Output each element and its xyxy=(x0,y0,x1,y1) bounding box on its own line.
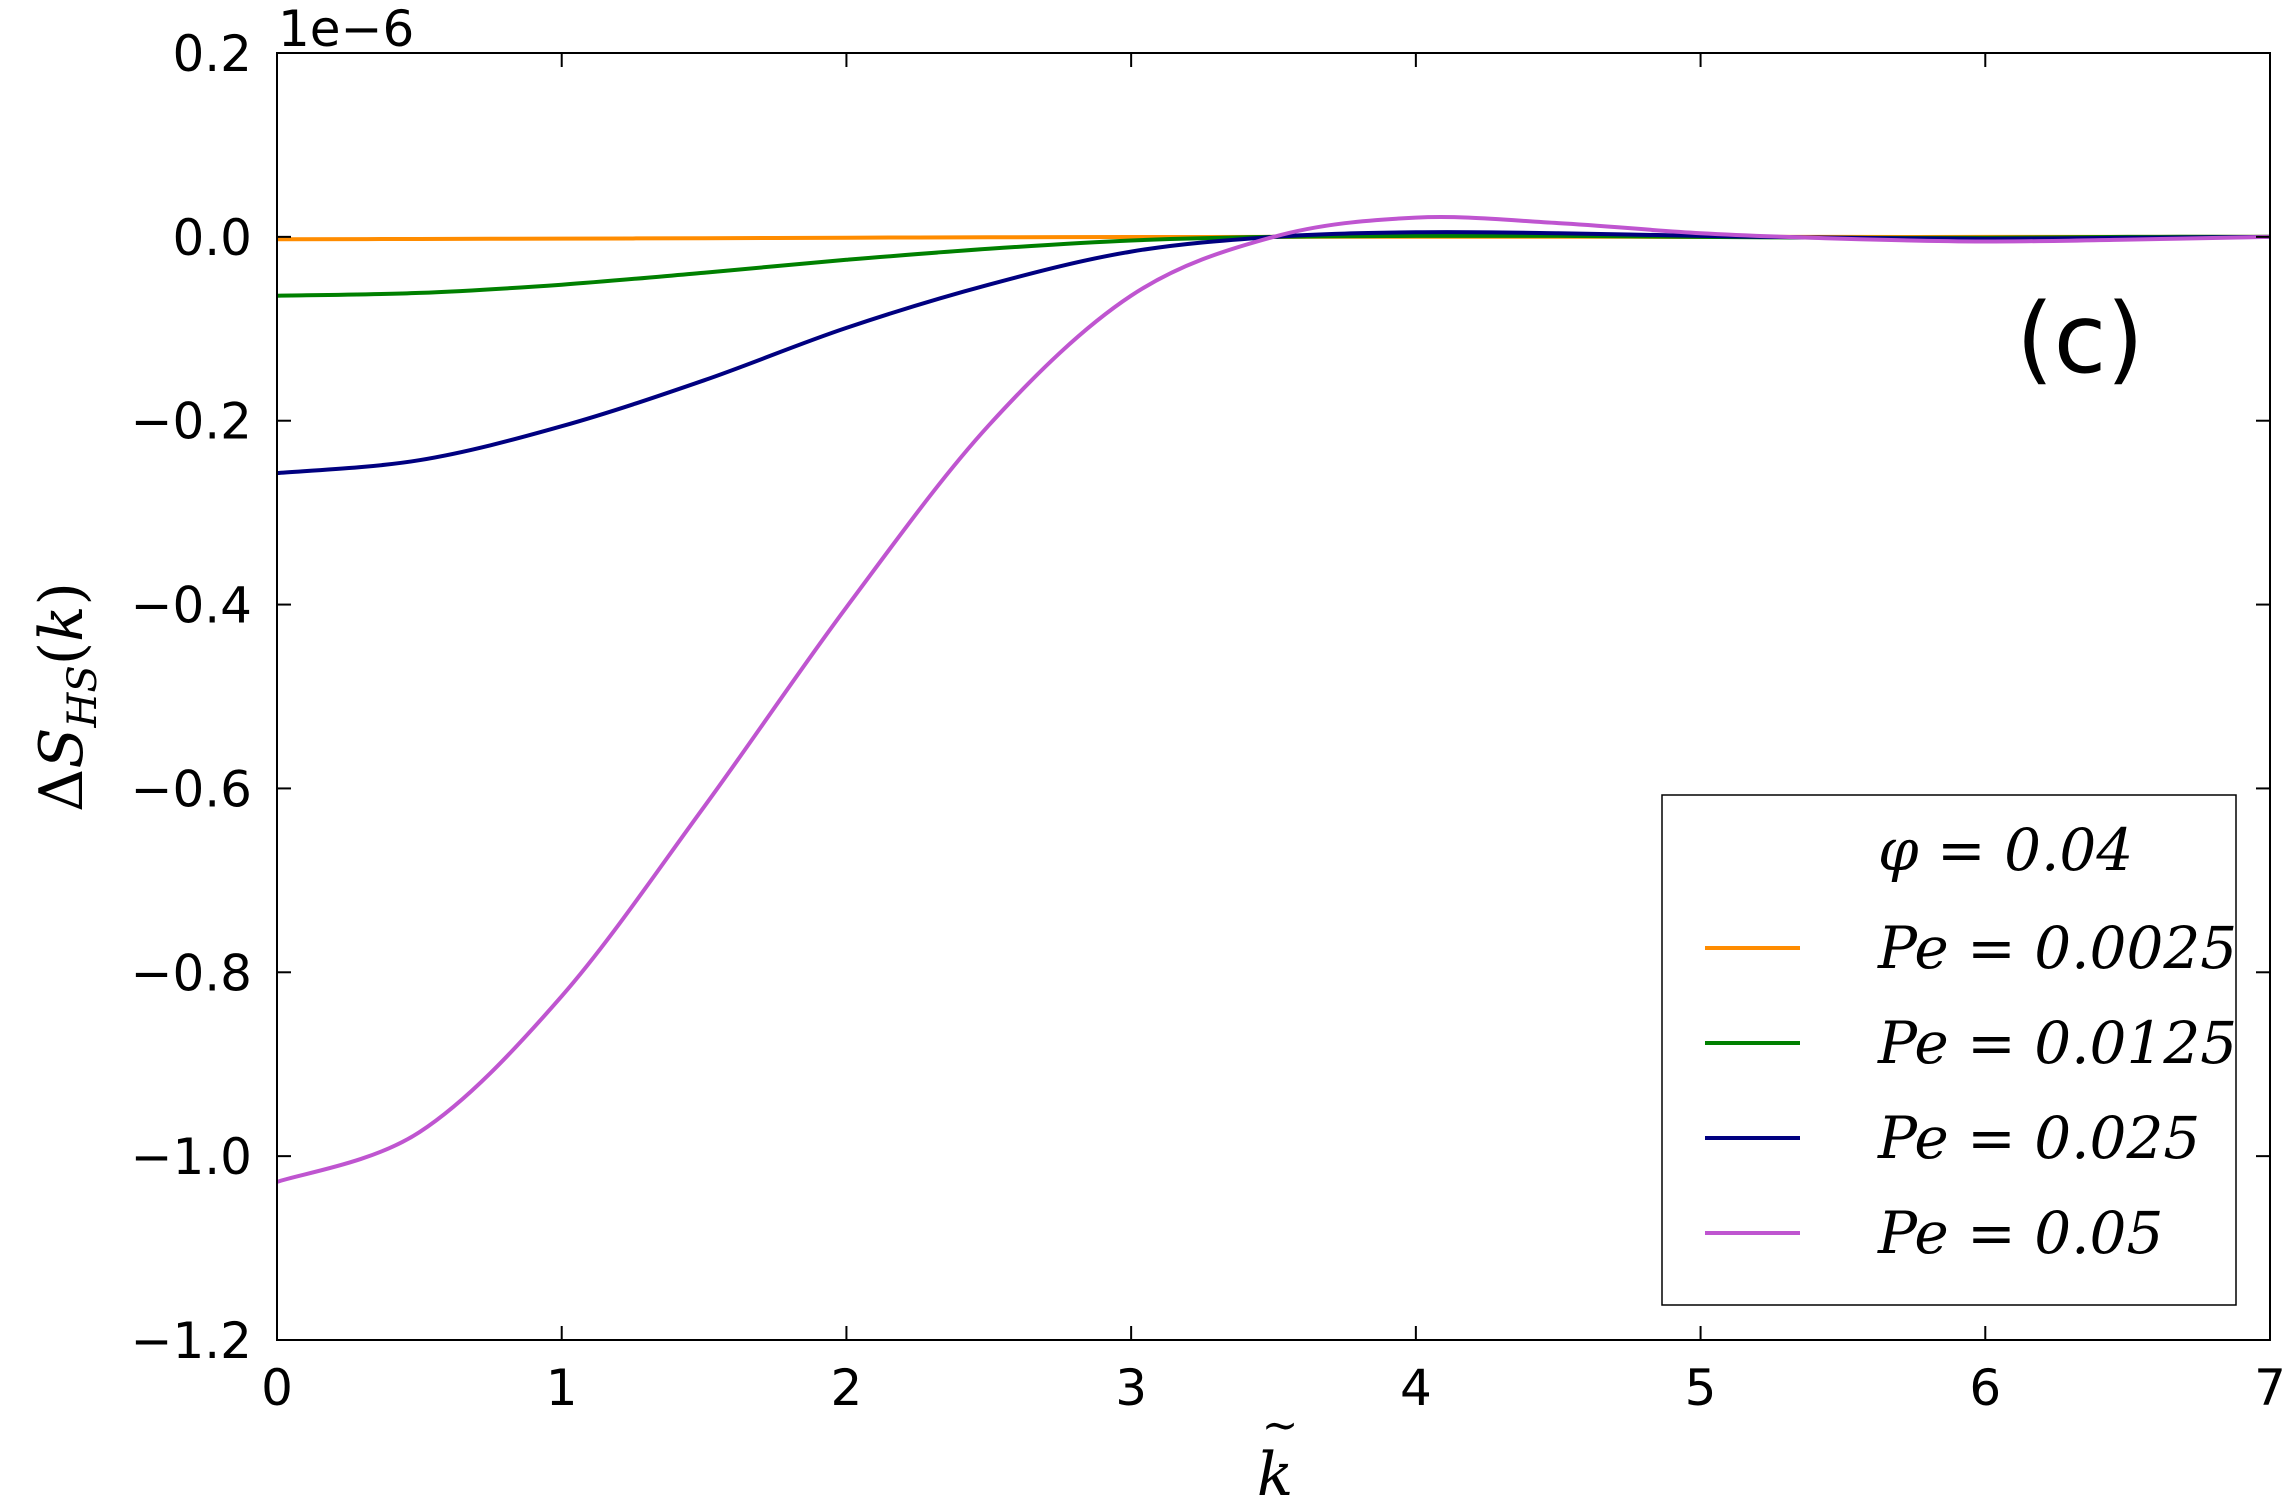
legend: φ = 0.04 Pe = 0.0025 Pe = 0.0125 Pe = 0.02… xyxy=(1661,794,2237,1306)
x-tick-label: 2 xyxy=(831,1359,863,1417)
x-tick-label: 5 xyxy=(1685,1359,1717,1417)
svg-text:k: k xyxy=(1257,1440,1293,1510)
series-line-3 xyxy=(276,215,2271,1184)
x-tick-label: 0 xyxy=(261,1359,293,1417)
series-line-2 xyxy=(276,230,2271,476)
x-tick-label: 7 xyxy=(2254,1359,2285,1417)
legend-label: Pe = 0.025 xyxy=(1877,1104,2200,1172)
ticks-layer: 0 1 2 3 4 5 6 7 0.2 0.0 −0.2 −0.4 −0.6 −0.8 −1.0 −1.2 xyxy=(131,25,2285,1417)
y-axis-label: ΔSHS(k) xyxy=(27,582,106,812)
x-tick-label: 4 xyxy=(1400,1359,1432,1417)
y-tick-label: −0.4 xyxy=(131,577,252,635)
y-tick-label: −0.2 xyxy=(131,393,252,451)
y-tick-label: 0.0 xyxy=(172,209,252,267)
plot-frame xyxy=(276,52,2271,1341)
y-offset-text: 1e−6 xyxy=(278,0,414,58)
svg-text:ΔSHS(k): ΔSHS(k) xyxy=(27,582,106,812)
legend-title: φ = 0.04 xyxy=(1878,816,2133,884)
legend-label: Pe = 0.0025 xyxy=(1877,914,2237,982)
y-tick-label: −1.2 xyxy=(131,1312,252,1370)
series-layer xyxy=(276,215,2271,1184)
y-tick-label: −0.8 xyxy=(131,944,252,1002)
x-tick-label: 6 xyxy=(1969,1359,2001,1417)
x-axis-label: k ~ xyxy=(1257,1400,1299,1510)
legend-box xyxy=(1661,794,2237,1306)
panel-label: (c) xyxy=(2016,283,2144,395)
x-tick-label: 1 xyxy=(546,1359,578,1417)
legend-items: Pe = 0.0025 Pe = 0.0125 Pe = 0.025 Pe = 0.0… xyxy=(1705,914,2237,1267)
legend-label: Pe = 0.05 xyxy=(1877,1199,2163,1267)
svg-text:~: ~ xyxy=(1262,1400,1299,1451)
y-tick-label: −0.6 xyxy=(131,760,252,818)
y-tick-label: −1.0 xyxy=(131,1128,252,1186)
y-tick-label: 0.2 xyxy=(172,25,252,83)
legend-label: Pe = 0.0125 xyxy=(1877,1009,2237,1077)
x-tick-label: 3 xyxy=(1115,1359,1147,1417)
